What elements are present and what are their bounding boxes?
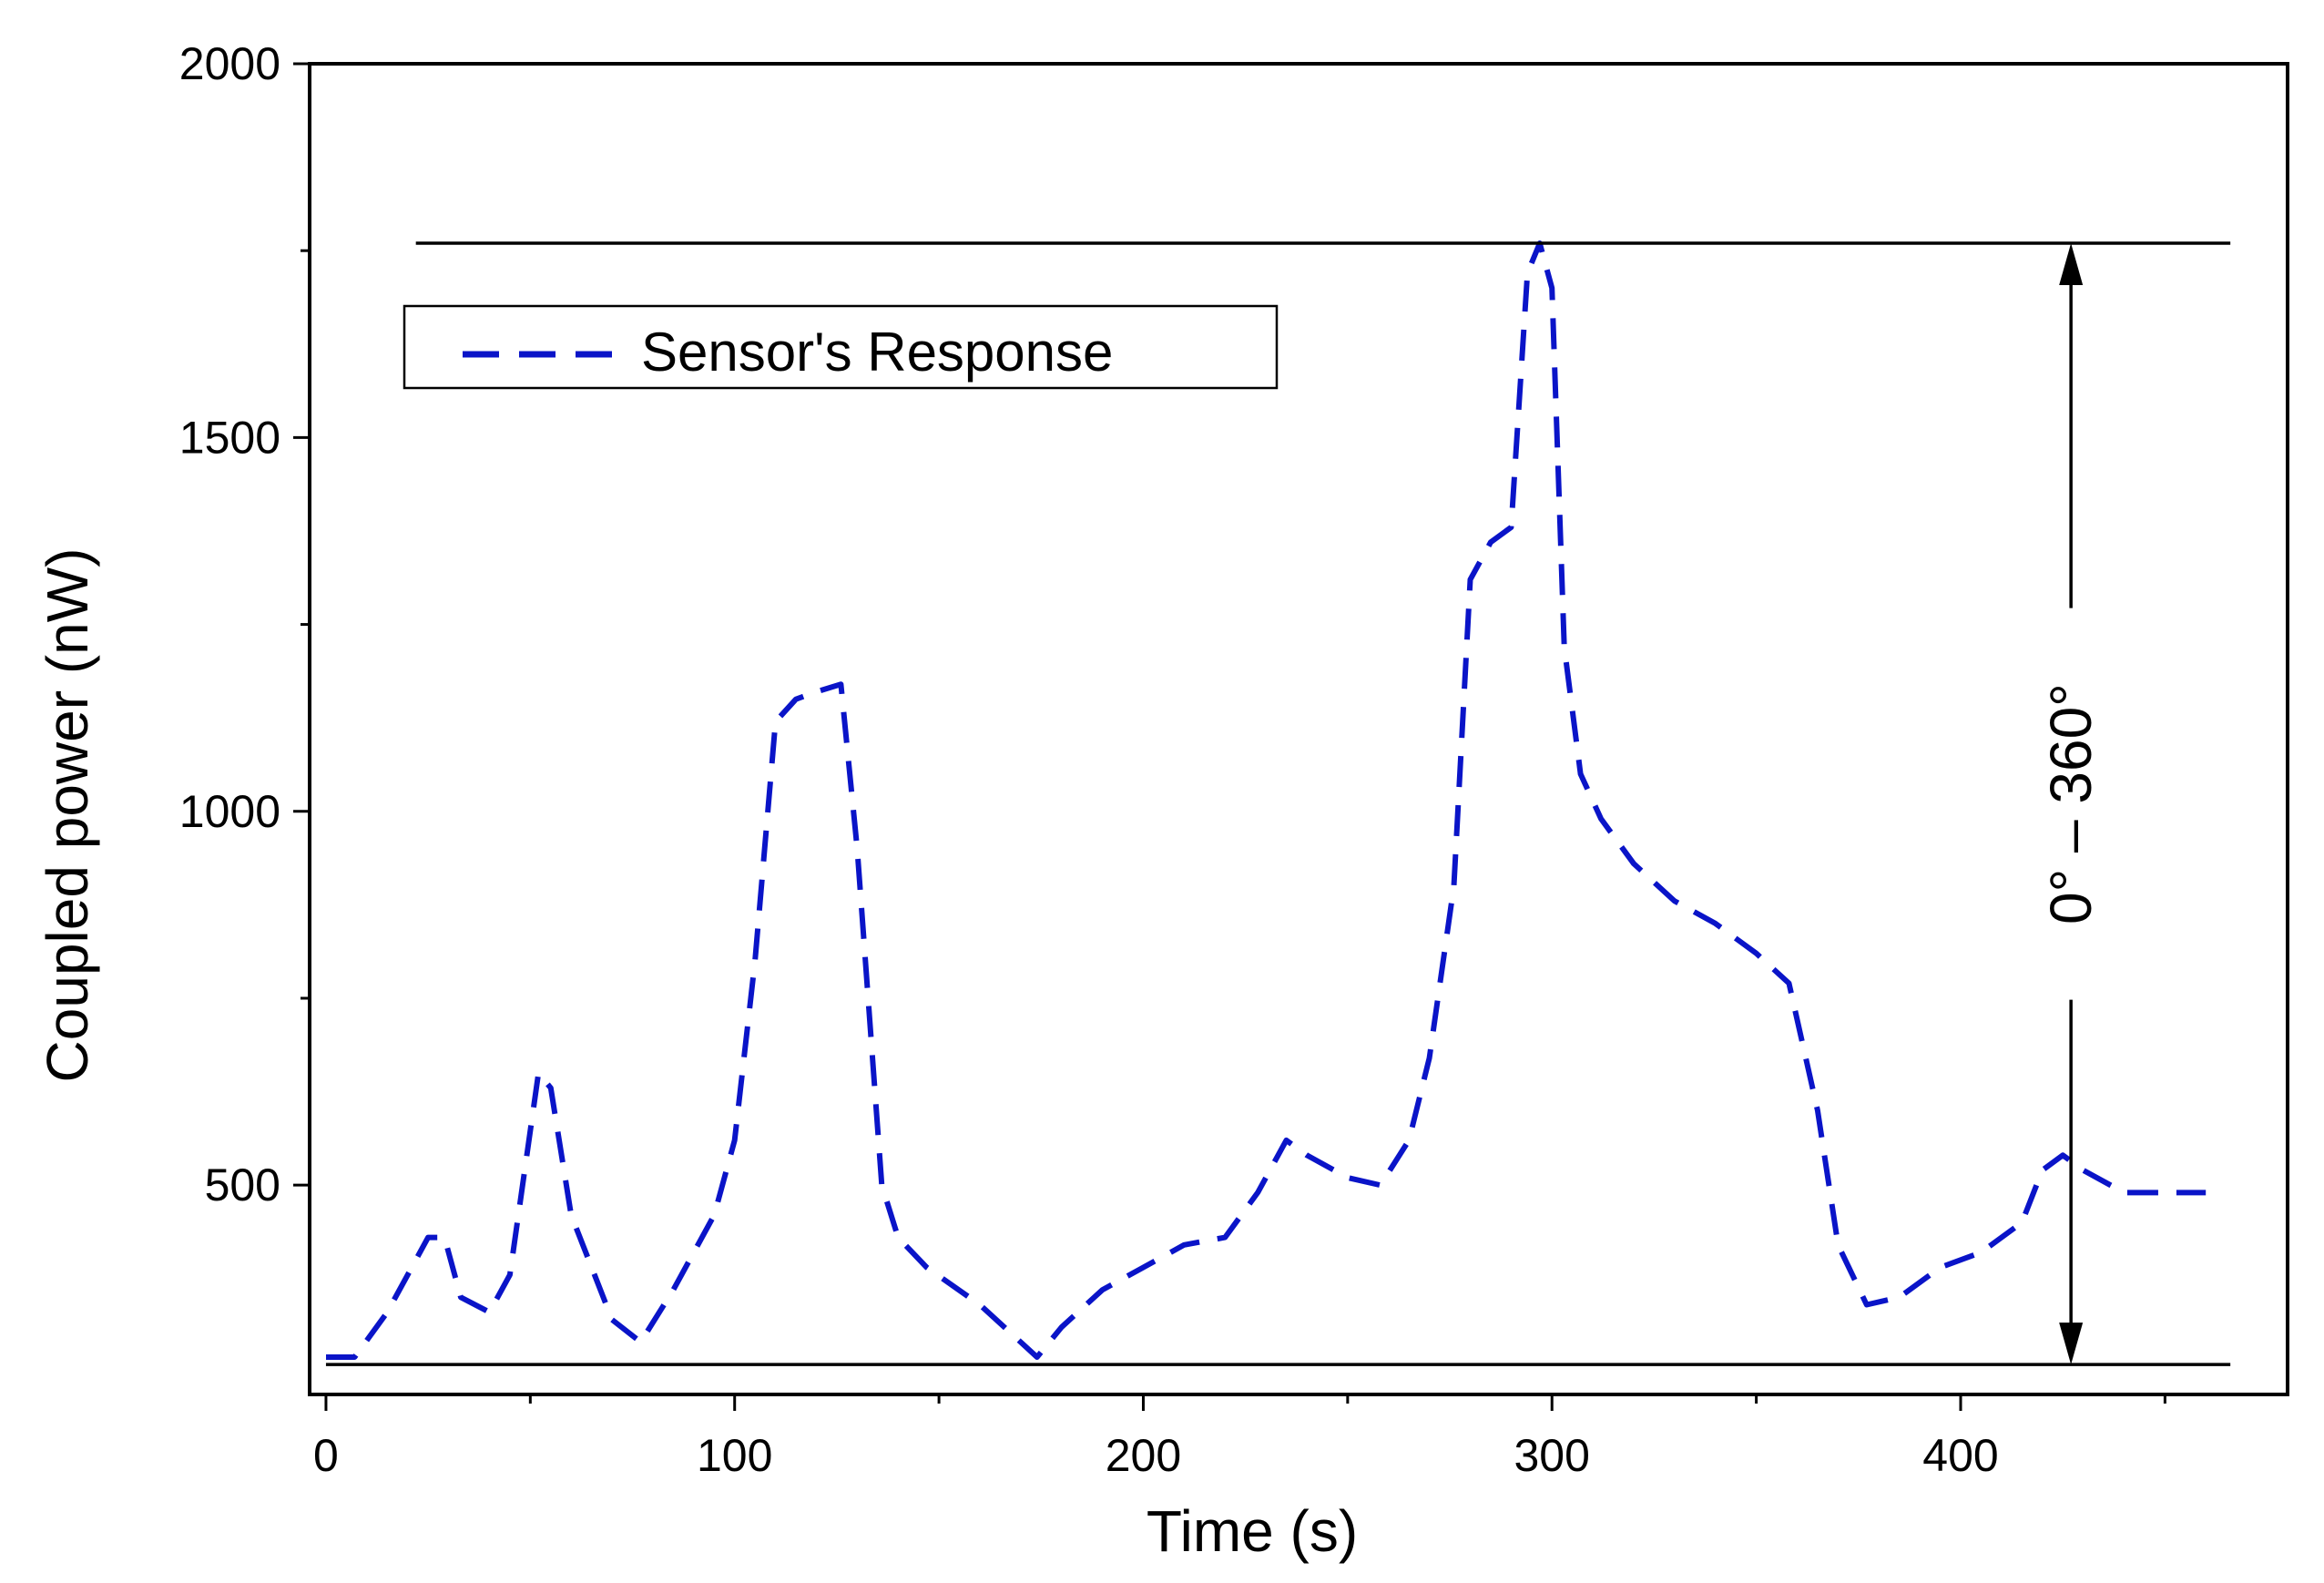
x-tick-label: 0 [313,1430,339,1481]
x-tick-label: 100 [697,1430,772,1481]
y-tick-label: 1500 [179,412,280,463]
x-tick-label: 300 [1514,1430,1590,1481]
arrow-head-up [2059,242,2084,285]
arrow-head-down [2059,1323,2084,1365]
arrow-label: 0° – 360° [2038,683,2104,924]
legend-box [403,304,1279,390]
x-tick-label: 400 [1922,1430,1998,1481]
legend: Sensor's Response [403,304,1279,390]
y-tick-label: 2000 [179,38,280,89]
x-tick-label: 200 [1106,1430,1181,1481]
legend-label: Sensor's Response [641,322,1113,383]
y-axis-title: Coupled power (nW) [35,548,100,1083]
series-layer [326,240,2207,1360]
annotation-layer: 0° – 360° [325,241,2231,1366]
y-tick-label: 1000 [179,786,280,837]
series-line-0 [326,240,2207,1360]
x-axis-title: Time (s) [1147,1498,1358,1564]
plot-frame [308,62,2289,1396]
y-tick-label: 500 [205,1159,280,1210]
tick-layer: 0 100 200 300 400 500 1000 1500 2000 [179,38,2166,1481]
